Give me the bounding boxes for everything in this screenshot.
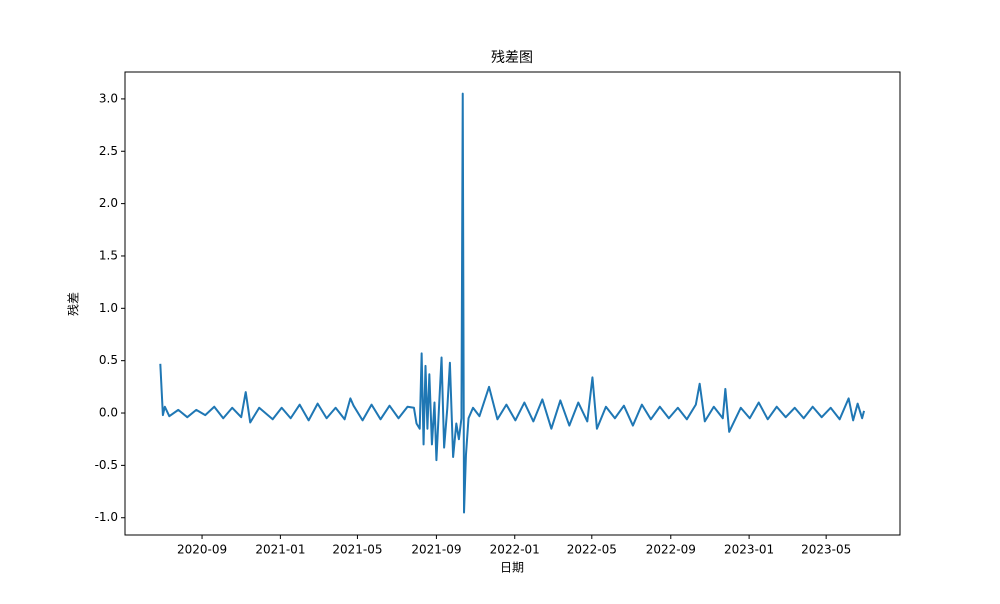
line-series [159, 92, 866, 514]
y-tick-label: 1.5 [99, 248, 118, 262]
x-tick-label: 2021-05 [332, 543, 382, 557]
x-tick-label: 2020-09 [177, 543, 227, 557]
y-tick-label: 3.0 [99, 91, 118, 105]
y-tick-label: -0.5 [95, 458, 118, 472]
x-tick-label: 2021-01 [255, 543, 305, 557]
plot-frame [124, 71, 901, 536]
x-tick-label: 2022-09 [646, 543, 696, 557]
y-axis-label: 残差 [67, 292, 81, 316]
x-tick-label: 2022-01 [490, 543, 540, 557]
y-tick-label: 2.0 [99, 196, 118, 210]
x-tick-label: 2021-09 [411, 543, 461, 557]
y-tick-label: 2.5 [99, 144, 118, 158]
x-tick-label: 2023-05 [801, 543, 851, 557]
y-tick-label: -1.0 [95, 510, 118, 524]
y-tick-label: 0.0 [99, 406, 118, 420]
x-tick-label: 2023-01 [724, 543, 774, 557]
y-tick-label: 1.0 [99, 301, 118, 315]
y-tick-label: 0.5 [99, 353, 118, 367]
chart-title: 残差图 [491, 50, 533, 66]
x-axis-label: 日期 [500, 561, 524, 575]
x-tick-label: 2022-05 [567, 543, 617, 557]
